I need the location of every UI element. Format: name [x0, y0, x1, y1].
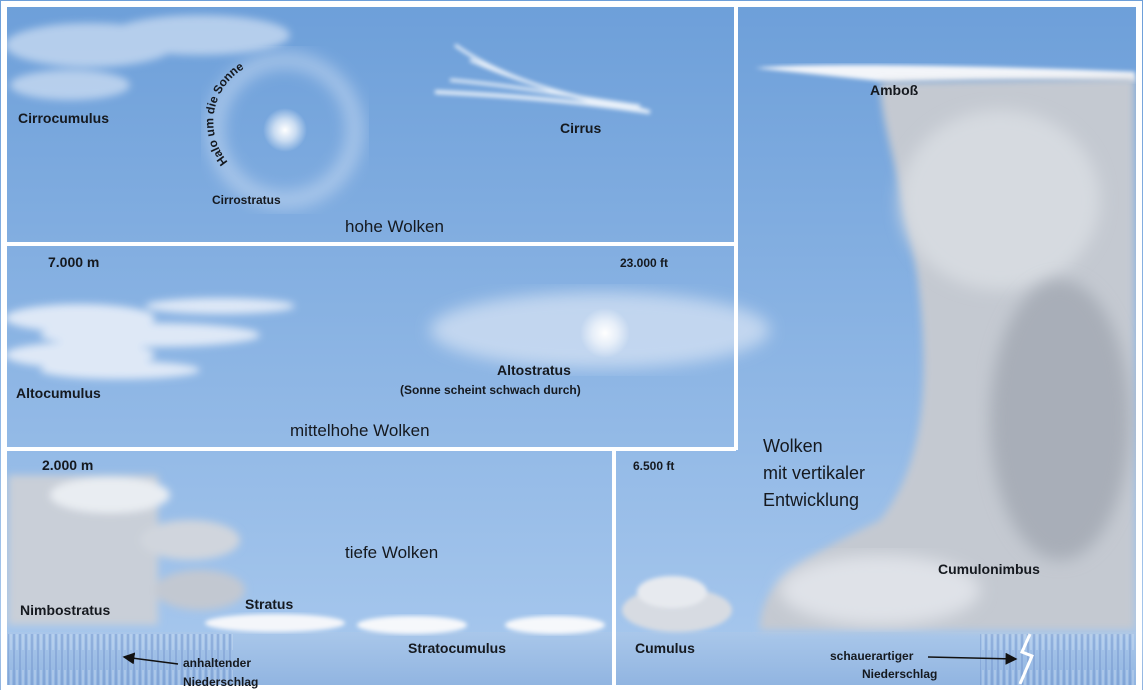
section-title: mittelhohe Wolken — [290, 421, 430, 440]
label: Nimbostratus — [20, 602, 110, 618]
label: Amboß — [870, 82, 919, 98]
rain-steady — [8, 634, 233, 690]
label: Altocumulus — [16, 385, 101, 401]
arrow — [122, 652, 179, 665]
altocumulus-cloud — [5, 298, 295, 379]
label: Niederschlag — [862, 667, 937, 681]
altitude: 2.000 m — [42, 457, 93, 473]
section-title: mit vertikaler — [763, 463, 865, 483]
label: Niederschlag — [183, 675, 258, 689]
nimbostratus-cloud — [8, 475, 245, 625]
label: Cirrus — [560, 120, 601, 136]
label: Cirrostratus — [212, 193, 281, 207]
label: Cumulus — [635, 640, 695, 656]
section-title: hohe Wolken — [345, 217, 444, 236]
note: (Sonne scheint schwach durch) — [400, 383, 581, 397]
stratocumulus-cloud — [357, 616, 605, 634]
sun-dim — [580, 308, 630, 358]
stratus-cloud — [205, 614, 345, 632]
cumulus-cloud — [622, 576, 732, 632]
section-title: Wolken — [763, 436, 823, 456]
label: Altostratus — [497, 362, 571, 378]
cumulonimbus-cloud — [755, 65, 1135, 630]
cirrocumulus-cloud — [5, 15, 290, 100]
sun — [263, 108, 307, 152]
rain-shower — [980, 634, 1135, 690]
label: anhaltender — [183, 656, 251, 670]
label: schauerartiger — [830, 649, 914, 663]
altitude: 6.500 ft — [633, 459, 674, 473]
lightning — [1018, 633, 1034, 685]
label: Stratus — [245, 596, 293, 612]
label: Cirrocumulus — [18, 110, 109, 126]
arrow — [927, 652, 1018, 665]
altitude: 23.000 ft — [620, 256, 668, 270]
label: Cumulonimbus — [938, 561, 1040, 577]
altitude: 7.000 m — [48, 254, 99, 270]
halo — [207, 52, 363, 208]
label: Stratocumulus — [408, 640, 506, 656]
cirrus-cloud — [434, 43, 651, 114]
section-title: tiefe Wolken — [345, 543, 438, 562]
section-title: Entwicklung — [763, 490, 859, 510]
